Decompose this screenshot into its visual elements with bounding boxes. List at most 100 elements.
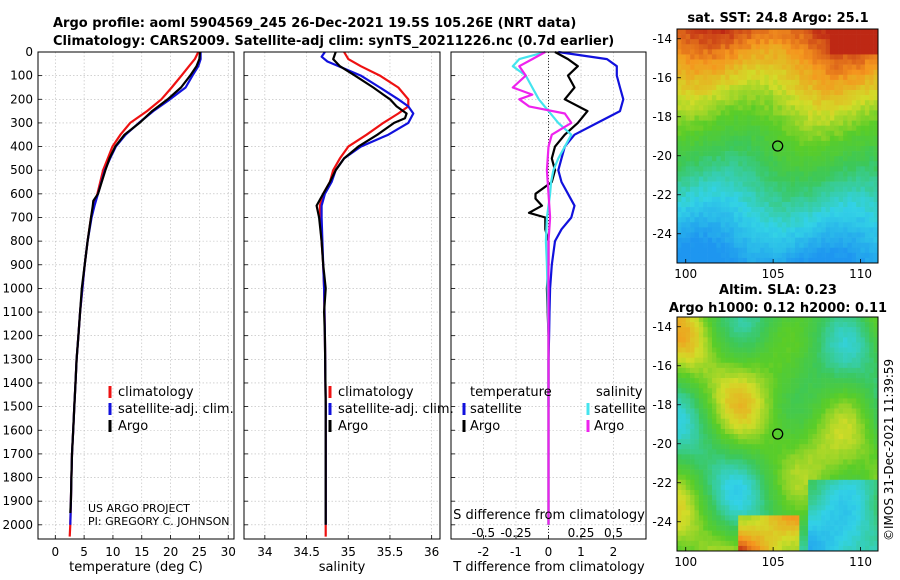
map-cell	[707, 525, 713, 531]
map-cell	[860, 413, 866, 420]
map-cell	[873, 545, 879, 552]
map-cell	[720, 115, 726, 121]
map-cell	[834, 393, 839, 399]
map-cell	[816, 327, 822, 333]
map-cell	[786, 29, 791, 35]
map-cell	[851, 227, 857, 233]
map-cell	[816, 95, 822, 101]
map-cell	[786, 69, 791, 76]
map-cell	[834, 120, 839, 126]
map-cell	[690, 510, 695, 516]
map-cell	[703, 120, 708, 126]
map-cell	[834, 222, 839, 228]
map-cell	[768, 196, 774, 203]
map-cell	[733, 495, 739, 501]
map-cell	[729, 151, 735, 157]
map-cell	[733, 237, 739, 243]
map-cell	[812, 535, 818, 542]
map-cell	[716, 110, 721, 116]
map-cell	[729, 257, 735, 264]
map-cell	[821, 161, 826, 167]
map-cell	[755, 125, 761, 132]
map-cell	[799, 100, 805, 106]
map-cell	[698, 54, 704, 60]
map-cell	[694, 378, 700, 384]
map-cell	[781, 362, 787, 369]
map-cell	[860, 207, 866, 213]
map-cell	[764, 64, 770, 70]
map-cell	[677, 115, 682, 121]
map-cell	[746, 166, 752, 172]
map-cell	[698, 29, 704, 35]
map-cell	[864, 252, 870, 259]
map-cell	[856, 115, 861, 121]
map-cell	[725, 525, 730, 531]
map-cell	[755, 540, 761, 547]
map-cell	[764, 383, 770, 389]
map-cell	[799, 166, 805, 172]
map-cell	[773, 378, 778, 384]
map-cell	[681, 257, 687, 264]
map-cell	[716, 449, 721, 455]
map-cell	[746, 120, 752, 126]
map-cell	[711, 545, 717, 552]
map-cell	[685, 352, 691, 358]
map-cell	[790, 510, 796, 516]
y-tick-label: 200	[10, 92, 33, 106]
map-cell	[738, 393, 743, 399]
map-cell	[821, 525, 826, 531]
map-cell	[707, 130, 713, 137]
map-cell	[773, 454, 778, 460]
map-cell	[755, 105, 761, 111]
map-cell	[742, 337, 748, 343]
map-cell	[790, 388, 796, 394]
map-cell	[781, 500, 787, 506]
map-cell	[698, 252, 704, 259]
map-cell	[711, 444, 717, 450]
map-cell	[790, 171, 796, 177]
map-cell	[764, 191, 770, 198]
map-cell	[790, 489, 796, 496]
map-cell	[711, 90, 717, 96]
map-cell	[786, 252, 791, 259]
map-cell	[694, 105, 700, 111]
map-cell	[777, 372, 783, 379]
map-cell	[677, 322, 682, 328]
map-cell	[794, 161, 800, 167]
map-cell	[851, 146, 857, 152]
map-cell	[781, 444, 787, 450]
map-cell	[716, 247, 721, 254]
map-cell	[703, 201, 708, 208]
map-cell	[808, 140, 813, 147]
map-cell	[829, 120, 835, 126]
map-cell	[703, 434, 708, 440]
map-cell	[843, 474, 848, 481]
map-cell	[799, 388, 805, 394]
map-cell	[681, 54, 687, 60]
map-cell	[794, 196, 800, 203]
map-cell	[843, 352, 848, 358]
map-cell	[764, 449, 770, 455]
map-cell	[856, 207, 861, 213]
map-cell	[764, 317, 770, 323]
map-cell	[677, 423, 682, 430]
map-cell	[694, 186, 700, 193]
map-cell	[821, 403, 826, 409]
map-cell	[856, 242, 861, 249]
map-cell	[742, 115, 748, 121]
map-cell	[690, 525, 695, 531]
map-cell	[864, 479, 870, 486]
map-cell	[790, 227, 796, 233]
map-cell	[773, 413, 778, 420]
map-cell	[851, 428, 857, 435]
map-cell	[720, 181, 726, 187]
map-cell	[786, 201, 791, 208]
map-cell	[685, 156, 691, 162]
map-cell	[760, 252, 765, 259]
map-cell	[742, 444, 748, 450]
map-cell	[777, 84, 783, 91]
map-cell	[725, 484, 730, 491]
map-cell	[698, 130, 704, 137]
map-cell	[733, 423, 739, 430]
